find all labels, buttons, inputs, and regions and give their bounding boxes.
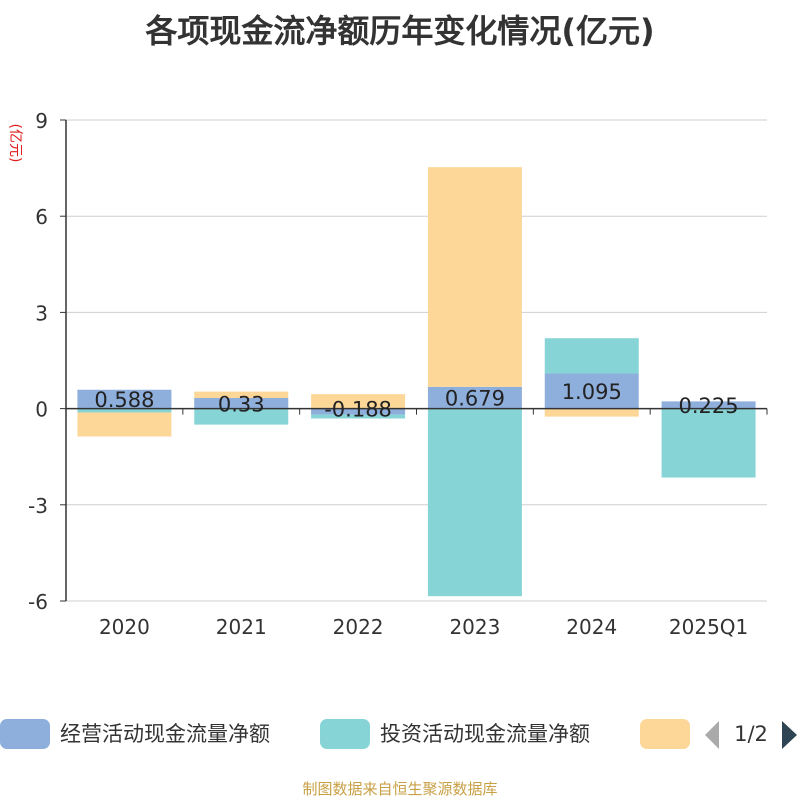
- legend: 经营活动现金流量净额 投资活动现金流量净额 1/2: [0, 719, 797, 749]
- bar-2022-series-1: [311, 414, 406, 419]
- bar-2024-series-0: [544, 373, 639, 409]
- data-label: 1.095: [562, 380, 622, 404]
- bar-2024-series-2: [544, 408, 639, 417]
- data-label: -0.188: [324, 398, 392, 422]
- y-axis-label: (亿元): [7, 124, 23, 163]
- bar-2020-series-2: [77, 412, 172, 437]
- y-tick-label: 6: [35, 205, 48, 229]
- x-tick-label: 2025Q1: [669, 615, 748, 639]
- grid-lines: [66, 119, 767, 602]
- bar-2025Q1-series-0: [661, 401, 756, 409]
- x-tick-label: 2020: [99, 615, 150, 639]
- bar-2020-series-1: [77, 408, 172, 413]
- data-labels: 0.588 0.33 -0.188 0.679 1.095 0.225: [94, 380, 738, 422]
- y-tick-label: 9: [35, 109, 48, 133]
- legend-label-1[interactable]: 投资活动现金流量净额: [380, 722, 590, 746]
- x-tick-label: 2022: [333, 615, 384, 639]
- x-tick-label: 2021: [216, 615, 267, 639]
- y-tick-label: 0: [35, 398, 48, 422]
- data-label: 0.679: [445, 387, 505, 411]
- bar-2021-series-1: [194, 408, 289, 425]
- bar-2020-series-0: [77, 389, 172, 409]
- bar-2021-series-2: [194, 391, 289, 399]
- data-label: 0.33: [218, 392, 265, 416]
- bar-2022-series-2: [311, 394, 406, 409]
- bar-2021-series-0: [194, 398, 289, 409]
- source-footer: 制图数据来自恒生聚源数据库: [302, 780, 498, 798]
- legend-prev-icon[interactable]: [705, 721, 719, 749]
- bar-2025Q1-series-1: [661, 408, 756, 478]
- bars: [77, 167, 756, 597]
- y-tick-label: 3: [35, 301, 48, 325]
- legend-swatch-1[interactable]: [320, 719, 370, 749]
- bar-2023-series-0: [427, 386, 522, 409]
- bar-2023-series-1: [427, 408, 522, 597]
- legend-page-indicator: 1/2: [734, 722, 768, 746]
- axes: 9 6 3 0 -3 -6 2020 2021 2022 2023 2024 2025Q1: [28, 109, 768, 639]
- bar-2023-series-2: [427, 167, 522, 387]
- y-tick-label: -3: [28, 494, 48, 518]
- data-label: 0.588: [94, 388, 154, 412]
- y-tick-label: -6: [28, 590, 48, 614]
- chart-title: 各项现金流净额历年变化情况(亿元): [145, 12, 655, 50]
- legend-next-icon[interactable]: [782, 721, 797, 749]
- x-tick-label: 2024: [566, 615, 617, 639]
- legend-swatch-2[interactable]: [640, 719, 690, 749]
- x-tick-label: 2023: [449, 615, 500, 639]
- bar-2024-series-1: [544, 338, 639, 374]
- legend-label-0[interactable]: 经营活动现金流量净额: [60, 722, 270, 746]
- bar-2022-series-0: [311, 408, 406, 415]
- data-label: 0.225: [679, 394, 739, 418]
- legend-swatch-0[interactable]: [0, 719, 50, 749]
